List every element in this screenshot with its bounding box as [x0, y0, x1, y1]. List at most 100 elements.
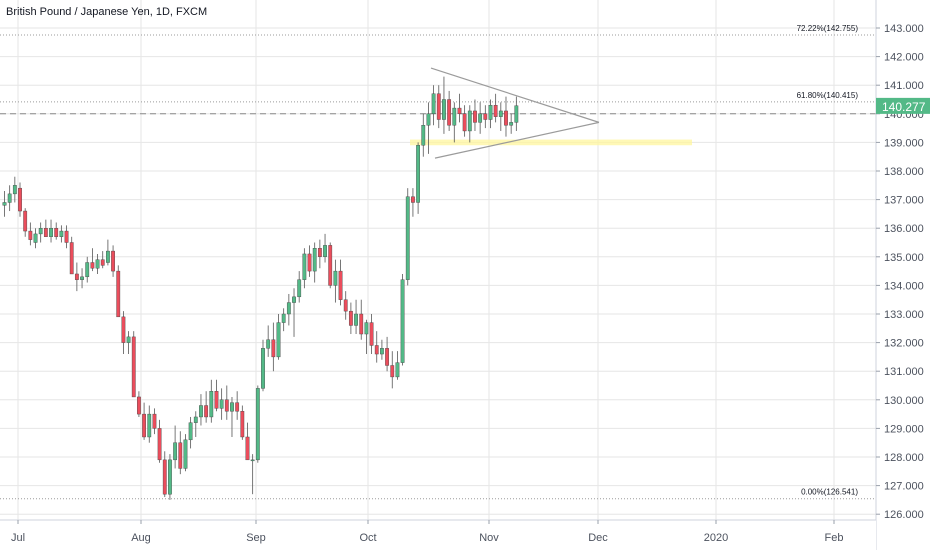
price-tick-label: 137.000 [884, 195, 924, 207]
candle-down [224, 399, 229, 412]
candle-down [390, 365, 395, 378]
candle-up [80, 276, 84, 280]
candle-down [142, 413, 146, 438]
last-price-badge [876, 97, 930, 114]
candle-up [199, 405, 203, 418]
time-tick-label: Jul [11, 532, 25, 544]
price-tick-label: 143.000 [884, 23, 924, 35]
candle-down [240, 411, 245, 438]
price-tick-label: 133.000 [884, 309, 924, 321]
candle-up [297, 279, 302, 298]
time-tick-label: Sep [246, 532, 266, 544]
candle-down [343, 299, 348, 312]
price-tick-label: 138.000 [884, 166, 924, 178]
candle-up [509, 122, 514, 126]
candle-down [473, 110, 477, 123]
candle-up [2, 202, 7, 206]
price-tick-label: 127.000 [884, 481, 924, 493]
candle-down [64, 230, 69, 243]
candle-up [467, 110, 472, 132]
candle-up [498, 110, 503, 117]
time-tick-label: Aug [131, 532, 151, 544]
candle-up [33, 233, 38, 243]
candle-up [323, 245, 327, 258]
candle-up [395, 362, 400, 378]
candle-down [204, 405, 209, 418]
candle-down [348, 310, 353, 326]
price-tick-label: 141.000 [884, 80, 924, 92]
candle-down [436, 93, 441, 120]
candle-up [147, 413, 152, 438]
candle-down [328, 245, 333, 286]
price-tick-label: 132.000 [884, 338, 924, 350]
candle-up [452, 107, 457, 126]
candle-up [168, 459, 172, 495]
price-tick-label: 129.000 [884, 423, 924, 435]
candle-up [312, 248, 317, 272]
fib-level-label: 61.80%(140.415) [797, 91, 859, 100]
candle-down [504, 110, 508, 126]
price-axis-bg [876, 0, 932, 520]
candle-up [416, 145, 420, 203]
chart-title: British Pound / Japanese Yen, 1D, FXCM [6, 6, 208, 18]
triangle-drawing[interactable] [430, 67, 600, 159]
candle-up [478, 113, 483, 123]
candle-up [405, 196, 410, 280]
candle-up [183, 439, 188, 469]
candle-down [411, 196, 415, 203]
candle-up [488, 105, 493, 120]
candles[interactable] [2, 76, 519, 500]
highlight-zone [410, 139, 692, 146]
candle-down [74, 273, 79, 280]
candle-down [152, 413, 157, 429]
candle-down [131, 336, 136, 398]
time-axis[interactable]: Jul Aug Sep Oct Nov Dec 2020 Feb [0, 519, 876, 550]
candle-down [157, 428, 162, 461]
candle-up [12, 185, 17, 195]
candle-up [514, 105, 519, 123]
candle-up [400, 279, 405, 363]
candle-up [255, 388, 260, 461]
candle-up [49, 227, 53, 237]
candle-up [431, 93, 436, 114]
candle-up [426, 113, 431, 126]
candle-up [442, 99, 446, 120]
candle-down [271, 339, 276, 358]
time-tick-label: Oct [359, 532, 376, 544]
candle-up [276, 322, 281, 358]
candle-up [333, 270, 338, 286]
time-axis-bg [0, 520, 876, 550]
price-tick-label: 139.000 [884, 137, 924, 149]
candle-up [380, 348, 384, 355]
candle-up [354, 313, 358, 326]
price-tick-label: 131.000 [884, 366, 924, 378]
candle-down [116, 270, 121, 318]
candle-up [292, 296, 296, 303]
candle-up [250, 459, 255, 462]
candle-down [23, 210, 28, 232]
candle-down [493, 105, 498, 117]
candle-up [209, 391, 214, 418]
grid-lines [0, 0, 876, 520]
candle-down [111, 250, 115, 272]
candle-up [266, 339, 271, 349]
time-tick-label: 2020 [704, 532, 728, 544]
candle-up [286, 302, 291, 315]
candle-up [126, 336, 131, 343]
candle-down [369, 322, 374, 346]
candle-down [462, 113, 467, 132]
candle-up [173, 442, 178, 461]
candle-up [364, 322, 369, 335]
candle-up [302, 253, 307, 280]
price-axis[interactable]: 126.000 127.000 128.000 129.000 130.000 131.0… [875, 0, 932, 550]
candle-down [214, 391, 219, 409]
candle-up [7, 193, 12, 203]
candle-down [447, 99, 452, 126]
candle-down [374, 345, 379, 355]
candle-up [219, 399, 224, 409]
price-tick-label: 130.000 [884, 395, 924, 407]
candle-down [338, 270, 343, 300]
time-tick-label: Nov [479, 532, 499, 544]
price-tick-label: 126.000 [884, 509, 924, 521]
